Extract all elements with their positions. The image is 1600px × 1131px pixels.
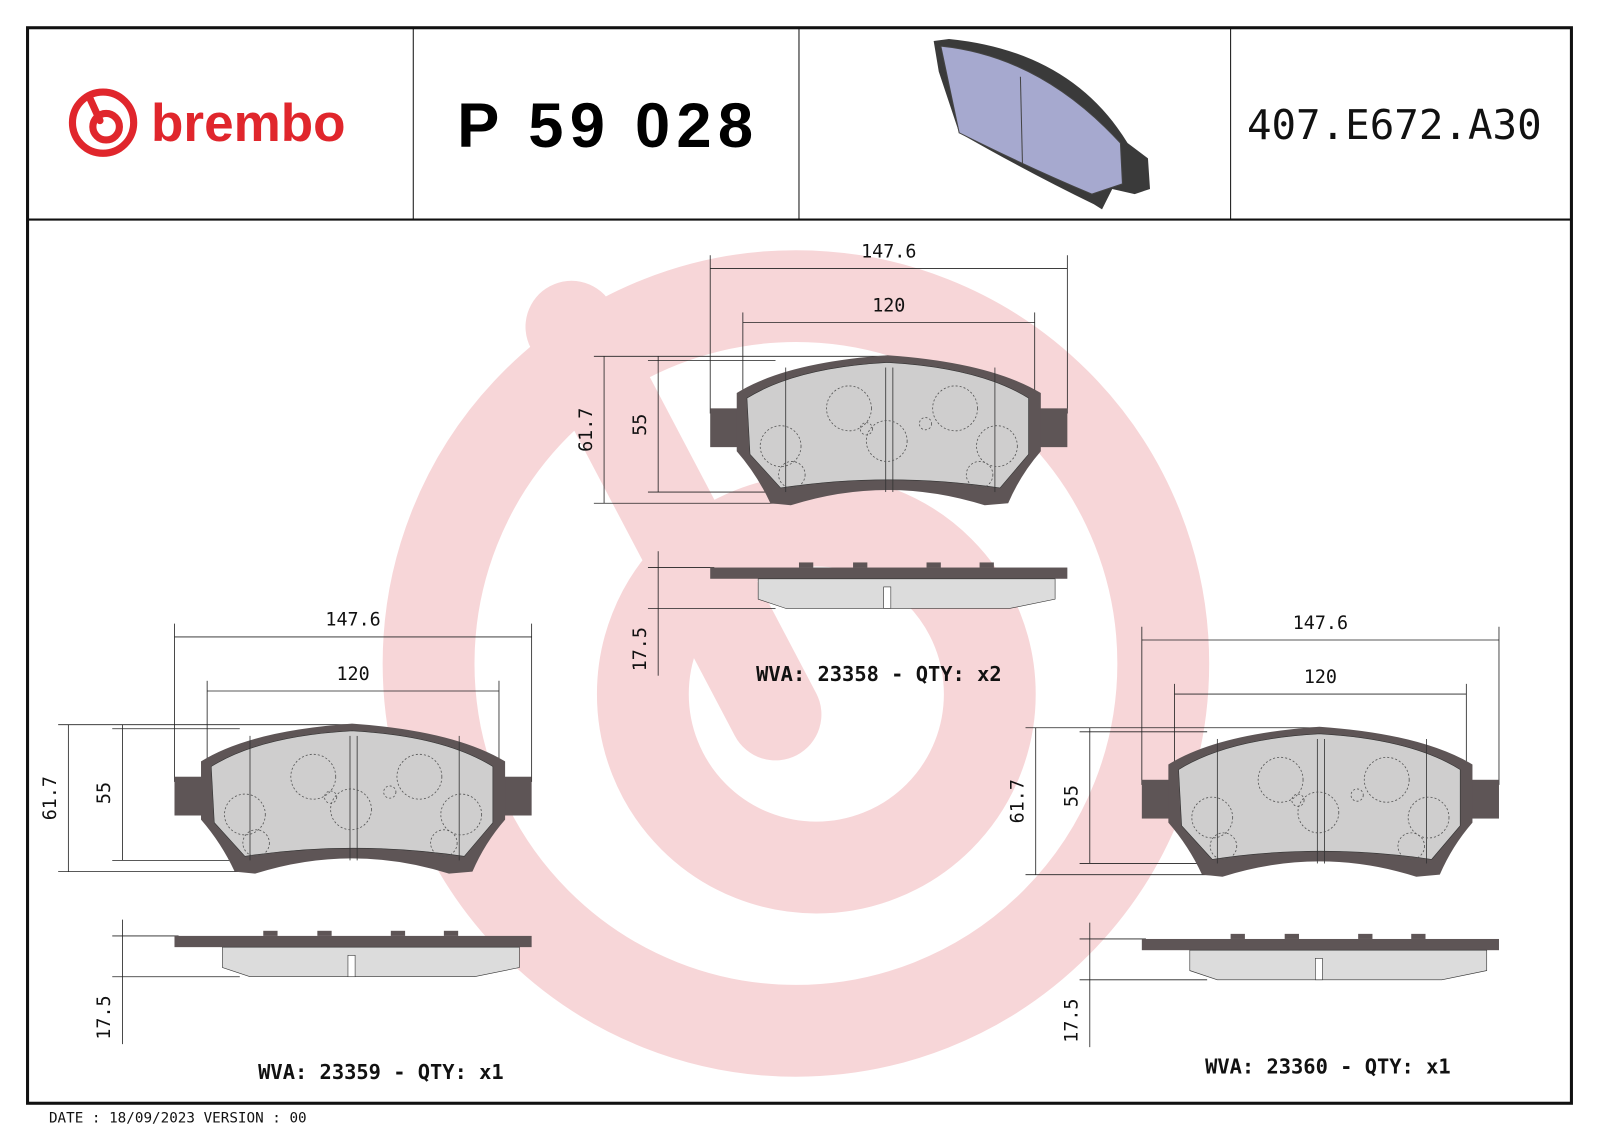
part-number: P 59 028 — [457, 91, 753, 161]
pad-isometric-image — [933, 38, 1150, 210]
brembo-mark-icon — [68, 88, 138, 157]
dim-height-inner: 55 — [1062, 785, 1083, 807]
dim-height-outer: 61.7 — [1007, 779, 1028, 823]
pad-view-right: 147.6 120 61.7 55 17.5 WVA: 23360 - QTY: x1 — [1007, 613, 1500, 1079]
pad-front-view — [174, 723, 532, 874]
dim-width-outer: 147.6 — [861, 241, 916, 262]
dim-width-outer: 147.6 — [325, 610, 380, 631]
dim-height-inner: 55 — [94, 782, 115, 804]
wva-qty-label: WVA: 23359 - QTY: x1 — [258, 1060, 504, 1084]
pad-side-view — [174, 930, 532, 978]
pad-front-view — [1141, 726, 1499, 877]
brembo-watermark-icon — [382, 250, 1210, 1077]
reference-code: 407.E672.A30 — [1247, 101, 1542, 149]
footer-date-version: DATE : 18/09/2023 VERSION : 00 — [49, 1111, 307, 1127]
dim-width-inner: 120 — [1304, 667, 1337, 688]
wva-qty-label: WVA: 23358 - QTY: x2 — [756, 662, 1002, 686]
dim-width-inner: 120 — [872, 295, 905, 316]
dim-width-outer: 147.6 — [1293, 613, 1348, 634]
dim-width-inner: 120 — [336, 664, 369, 685]
dim-height-outer: 61.7 — [40, 776, 61, 820]
dim-thickness: 17.5 — [94, 995, 115, 1039]
wva-qty-label: WVA: 23360 - QTY: x1 — [1205, 1055, 1451, 1079]
dim-height-inner: 55 — [630, 414, 651, 436]
pad-front-view — [710, 355, 1068, 506]
pad-side-view — [1141, 933, 1499, 981]
pad-view-top: 147.6 120 61.7 55 17.5 WVA: 23358 - QTY: x2 — [576, 241, 1068, 686]
brembo-logo: brembo — [68, 88, 346, 157]
pad-side-view — [710, 562, 1068, 609]
logo-text: brembo — [151, 94, 346, 153]
pad-view-left: 147.6 120 61.7 55 17.5 WVA: 23359 - QTY: x1 — [40, 610, 533, 1084]
dim-height-outer: 61.7 — [576, 408, 597, 452]
dim-thickness: 17.5 — [1062, 998, 1083, 1042]
dim-thickness: 17.5 — [630, 627, 651, 671]
